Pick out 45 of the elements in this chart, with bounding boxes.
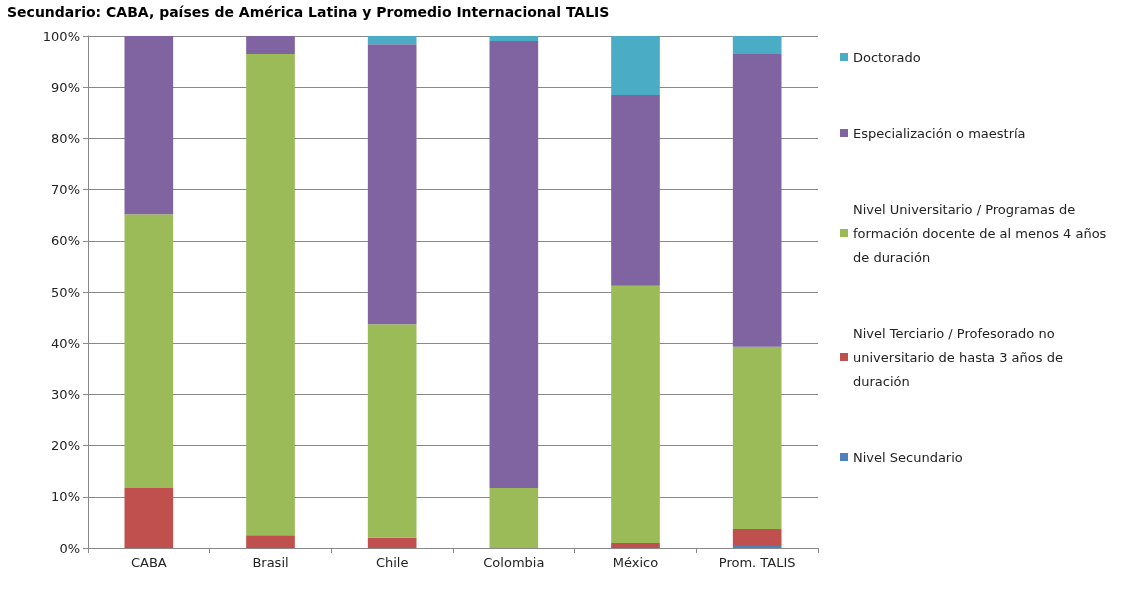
bar (367, 537, 417, 548)
bar (489, 41, 539, 489)
x-tick-label: Chile (375, 555, 409, 570)
y-tick-label: 40% (51, 335, 80, 351)
x-tick-label: Colombia (483, 555, 545, 570)
legend-label: Especialización o maestría (853, 125, 1026, 141)
y-tick-label: 10% (51, 489, 80, 505)
bar (489, 488, 539, 548)
bar (611, 542, 660, 548)
bar (732, 346, 782, 530)
bar (367, 324, 417, 538)
legend-label: Nivel Terciario / Profesorado no universitario de hasta 3 años de duración (853, 325, 1068, 389)
chart-title: Secundario: CABA, países de América Latina y Promedio Internacional TALIS (7, 4, 610, 20)
legend-label: Nivel Secundario (853, 449, 963, 465)
bar (246, 53, 295, 536)
y-tick-label: 90% (51, 79, 80, 95)
bar (732, 36, 782, 54)
bar (246, 36, 295, 54)
bar (732, 545, 782, 548)
bar (124, 36, 174, 215)
x-tick-label: Brasil (252, 555, 289, 570)
x-tick-label: México (612, 555, 659, 570)
bar (611, 36, 660, 95)
bar (611, 94, 660, 286)
bar (367, 36, 417, 45)
y-tick-label: 80% (51, 130, 80, 146)
bar (246, 535, 295, 548)
y-tick-label: 50% (51, 284, 80, 300)
x-tick-label: CABA (130, 555, 167, 570)
bar (124, 488, 174, 548)
y-tick-label: 60% (51, 233, 80, 249)
y-tick-label: 100% (42, 28, 80, 44)
bar (732, 53, 782, 347)
y-tick-label: 20% (51, 438, 80, 454)
y-tick-label: 0% (59, 540, 80, 556)
bar (367, 44, 417, 325)
y-tick-label: 70% (51, 182, 80, 198)
bar (732, 529, 782, 546)
y-tick-label: 30% (51, 386, 80, 402)
bar (489, 36, 539, 42)
bar (611, 285, 660, 543)
legend-label: Doctorado (853, 49, 921, 65)
bar (124, 214, 174, 489)
legend-label: Nivel Universitario / Programas de formación docente de al menos 4 años de duración (853, 201, 1111, 265)
x-tick-label: Prom. TALIS (718, 555, 796, 570)
